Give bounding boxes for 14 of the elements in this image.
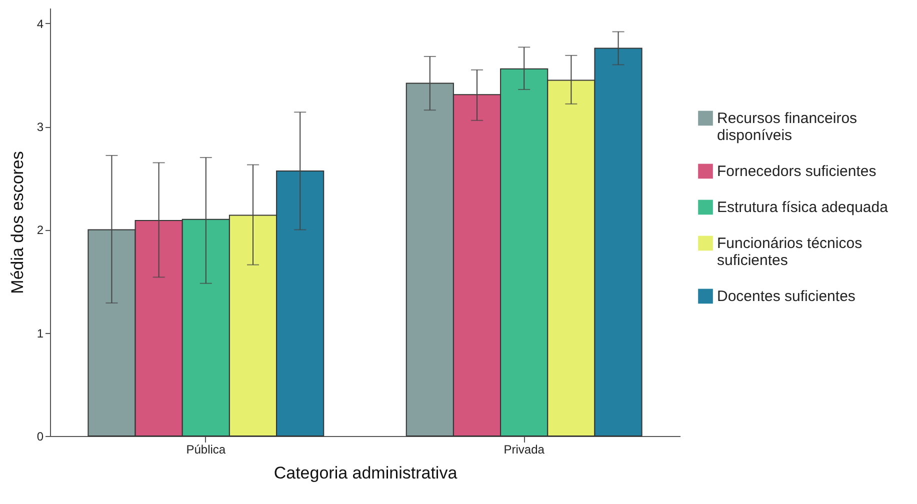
y-axis-title: Média dos escores xyxy=(8,151,27,294)
x-tick-label: Pública xyxy=(186,442,226,456)
y-tick-label: 4 xyxy=(36,16,44,31)
y-tick-label: 1 xyxy=(36,326,44,340)
y-tick-label: 3 xyxy=(36,120,44,134)
y-tick-label: 0 xyxy=(36,430,44,444)
legend-label: Fornecedors suficientes xyxy=(717,163,876,180)
x-tick-label: Privada xyxy=(504,442,545,456)
x-axis-title: Categoria administrativa xyxy=(274,464,458,482)
legend-label: Docentes suficientes xyxy=(717,288,856,306)
legend-label: Funcionários técnicos suficientes xyxy=(717,235,862,270)
y-tick-label: 2 xyxy=(36,223,44,238)
legend-label: Estrutura física adequada xyxy=(717,199,889,216)
legend-label: Recursos financeiros disponíveis xyxy=(717,110,858,144)
